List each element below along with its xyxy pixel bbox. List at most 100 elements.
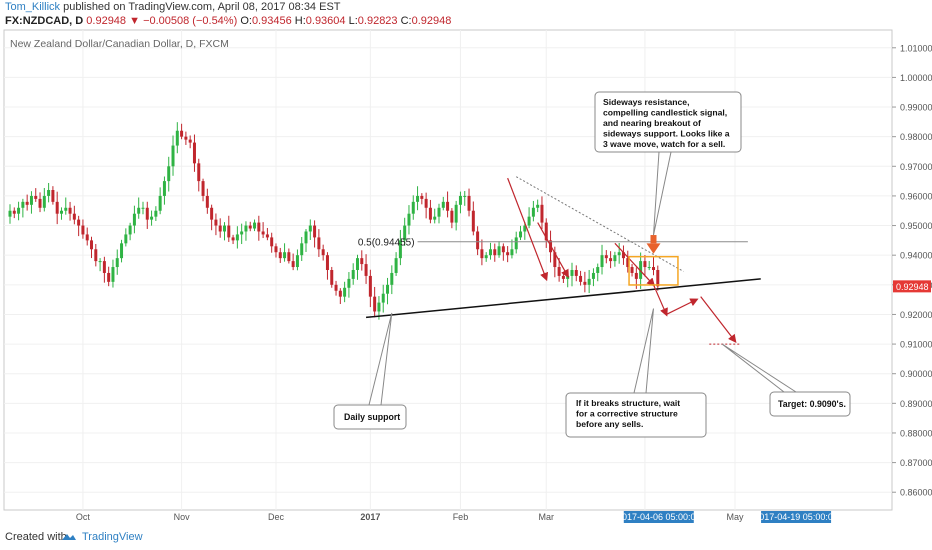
candle-body (467, 195, 471, 211)
candle-body (338, 290, 342, 297)
author-link[interactable]: Tom_Killick (5, 1, 61, 13)
signal-highlight-box[interactable] (628, 255, 679, 286)
candle-body (25, 201, 29, 205)
tradingview-brand[interactable]: TradingView (82, 531, 143, 543)
callouts: Sideways resistance,compelling candlesti… (333, 91, 851, 438)
candle-body (210, 207, 214, 220)
candle-body (403, 225, 407, 241)
candle-body (304, 231, 308, 244)
change-value: −0.00508 (−0.54%) (143, 15, 238, 27)
candle-body (72, 213, 76, 220)
x-tick-label: Dec (268, 512, 285, 522)
y-tick-label: 1.01000 (900, 43, 932, 53)
candle-body (458, 195, 462, 205)
created-with-text: Created with (5, 531, 67, 543)
x-highlight-label: 2017-04-06 05:00:00 (617, 512, 701, 522)
callout-text: If it breaks structure, wait (576, 398, 680, 408)
candle-body (364, 264, 368, 276)
projection-arrow[interactable] (666, 298, 699, 315)
open-label: O: (240, 15, 252, 27)
close-value: 0.92948 (411, 15, 452, 27)
candle-body (574, 270, 578, 276)
candle-body (201, 181, 205, 196)
candle-body (192, 142, 196, 164)
projection-arrow[interactable] (700, 296, 737, 344)
candle-body (488, 249, 492, 256)
candle-body (394, 258, 398, 273)
candle-body (274, 246, 278, 253)
candle-body (617, 252, 621, 256)
projection-arrow[interactable] (537, 222, 569, 279)
y-tick-label: 0.92000 (900, 310, 932, 320)
candle-body (652, 267, 655, 270)
candle-body (158, 195, 162, 211)
y-tick-label: 0.91000 (900, 340, 932, 350)
candle-body (120, 243, 124, 259)
candle-body (308, 225, 312, 232)
callout-box (565, 392, 707, 438)
y-tick-label: 0.90000 (900, 369, 932, 379)
candle-body (270, 237, 274, 247)
candle-body (90, 240, 94, 250)
candle-body (330, 270, 334, 285)
signal-arrow-stem (650, 235, 657, 244)
low-label: L: (348, 15, 358, 27)
candle-body (287, 252, 291, 262)
candle-body (162, 181, 166, 196)
callout-resistance[interactable]: Sideways resistance,compelling candlesti… (594, 91, 742, 236)
candle-body (171, 145, 175, 167)
projection-arrow[interactable] (652, 284, 668, 317)
time-axis[interactable]: OctNovDec2017FebMarApMay2017-04-06 05:00… (76, 511, 838, 523)
candle-body (295, 255, 299, 268)
candle-body (235, 234, 239, 241)
y-tick-label: 0.94000 (900, 251, 932, 261)
candle-body (587, 278, 591, 285)
candle-body (583, 281, 587, 285)
callout-box (594, 91, 742, 153)
candle-body (596, 267, 600, 273)
y-tick-label: 0.87000 (900, 458, 932, 468)
callout-pointer (633, 308, 654, 394)
callout-target[interactable]: Target: 0.9090's. (721, 343, 851, 417)
resistance-dotted-line[interactable] (515, 176, 684, 272)
candle-body (501, 246, 505, 253)
candle-body (21, 201, 25, 208)
y-tick-label: 1.00000 (900, 73, 932, 83)
candle-body (205, 195, 209, 208)
candle-body (68, 207, 72, 214)
callout-daily-support[interactable]: Daily support (333, 312, 407, 430)
projection-arrow[interactable] (507, 177, 549, 282)
last-price-label: 0.92948 (896, 282, 929, 292)
candle-body (253, 222, 257, 229)
candle-body (351, 270, 355, 279)
candle-body (51, 190, 55, 202)
price-axis[interactable]: 1.01000 1.00000 0.99000 0.98000 0.97000 0.960… (892, 43, 932, 498)
candle-body (244, 225, 248, 232)
callout-box (769, 391, 851, 417)
candle-body (531, 207, 535, 217)
candle-body (334, 284, 338, 291)
projection-arrow[interactable] (614, 242, 656, 287)
candle-body (514, 237, 518, 250)
candle-body (34, 195, 38, 199)
chart-title: New Zealand Dollar/Canadian Dollar, D, F… (10, 38, 229, 50)
candle-body (420, 195, 424, 199)
support-trendline[interactable] (365, 278, 761, 319)
close-label: C: (400, 15, 412, 27)
candle-body (656, 270, 660, 287)
candle-body (283, 252, 287, 259)
candle-body (416, 195, 420, 202)
candle-body (154, 210, 158, 217)
candle-body (124, 234, 128, 244)
low-value: 0.92823 (357, 15, 398, 27)
candle-body (463, 195, 467, 197)
publish-line: Tom_Killick published on TradingView.com… (5, 1, 341, 13)
candle-body (261, 231, 265, 235)
down-arrow-icon: ▼ (129, 15, 140, 27)
candle-body (180, 130, 184, 137)
candle-body (85, 234, 89, 241)
candle-body (630, 267, 634, 273)
candle-body (278, 252, 282, 259)
